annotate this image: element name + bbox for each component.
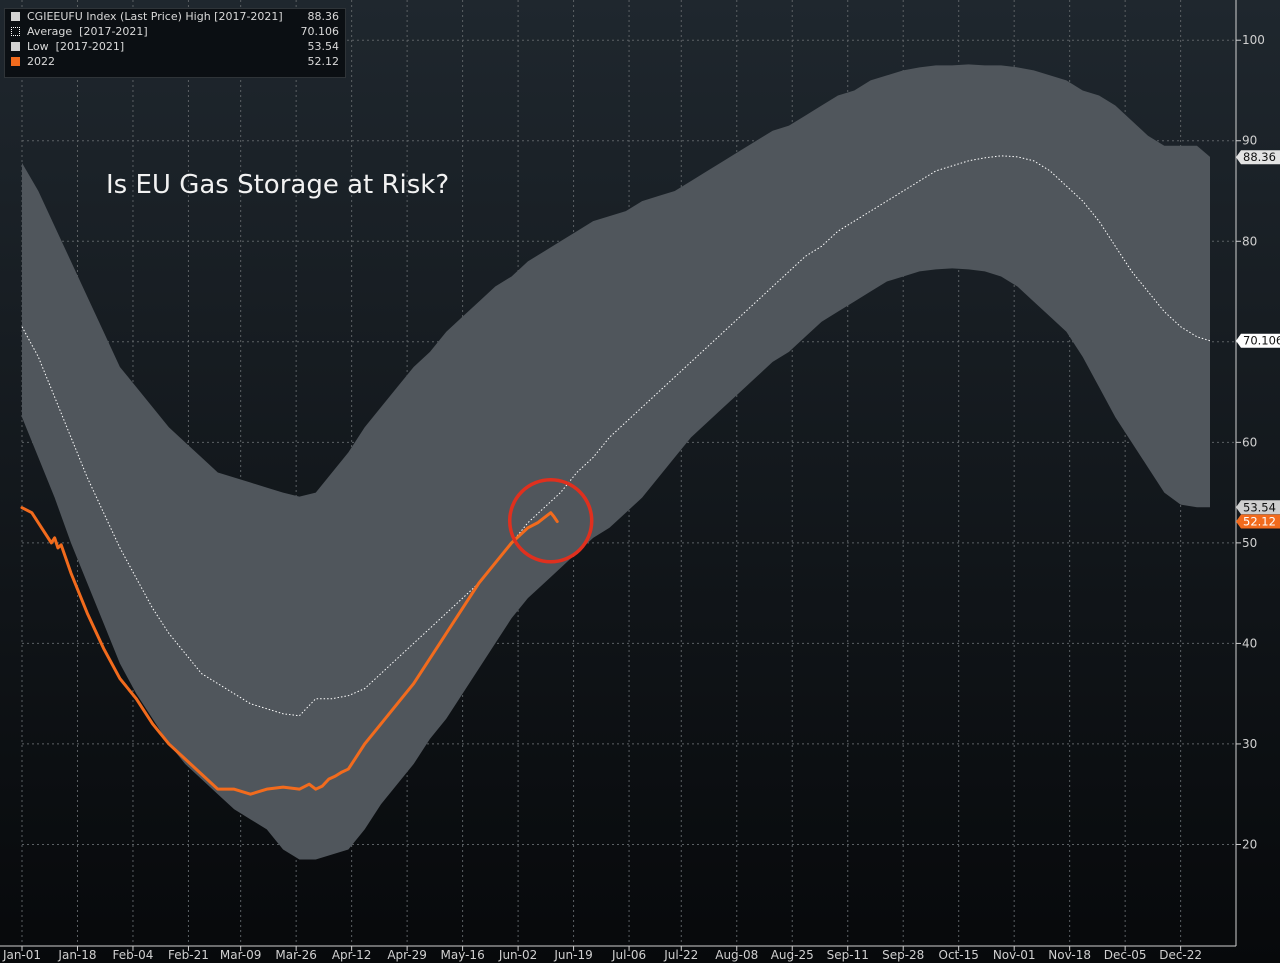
axis-value-badge: 53.54 [1236, 500, 1280, 515]
x-tick-label: Oct-15 [939, 948, 979, 962]
x-tick-label: Feb-04 [113, 948, 154, 962]
axis-badge-shape [1236, 333, 1280, 348]
x-tick-label: Aug-25 [771, 948, 814, 962]
x-tick-label: Apr-12 [332, 948, 372, 962]
legend-label-average: Average [2017-2021] [27, 25, 148, 38]
x-tick-label: Mar-09 [220, 948, 261, 962]
x-tick-label: Feb-21 [168, 948, 209, 962]
axis-value-badge: 52.12 [1236, 514, 1280, 529]
legend-value-low: 53.54 [307, 40, 340, 53]
legend-value-high: 88.36 [307, 10, 340, 23]
x-tick-label: Dec-22 [1159, 948, 1202, 962]
legend-item-low: Low [2017-2021] 53.54 [5, 39, 345, 54]
x-tick-label: Jan-18 [57, 948, 96, 962]
range-band-high-low [22, 64, 1210, 860]
axis-badge-shape [1236, 514, 1280, 529]
series-line-2022 [20, 506, 559, 796]
y-tick-label: 100 [1242, 33, 1265, 47]
x-tick-label: Jan-01 [2, 948, 41, 962]
x-tick-label: Mar-26 [275, 948, 316, 962]
y-tick-label: 40 [1242, 636, 1257, 650]
legend-swatch-low [11, 42, 20, 51]
axis-badge-label: 52.12 [1243, 515, 1276, 529]
legend-value-2022: 52.12 [307, 55, 340, 68]
x-tick-label: Aug-08 [715, 948, 758, 962]
x-tick-label: Dec-05 [1104, 948, 1147, 962]
y-tick-label: 30 [1242, 737, 1257, 751]
chart-legend: CGIEEUFU Index (Last Price) High [2017-2… [4, 8, 346, 78]
x-tick-label: Jun-02 [498, 948, 537, 962]
legend-item-high: CGIEEUFU Index (Last Price) High [2017-2… [5, 9, 345, 24]
legend-label-high: CGIEEUFU Index (Last Price) High [2017-2… [27, 10, 283, 23]
axis-badge-label: 70.106 [1243, 334, 1280, 348]
legend-swatch-high [11, 12, 20, 21]
y-tick-label: 80 [1242, 234, 1257, 248]
legend-item-2022: 2022 52.12 [5, 54, 345, 69]
x-tick-label: Apr-29 [387, 948, 427, 962]
x-tick-label: Sep-11 [827, 948, 869, 962]
axis-value-badge: 88.36 [1236, 150, 1280, 165]
x-tick-label: Jun-19 [553, 948, 592, 962]
axis-value-badge: 70.106 [1236, 333, 1280, 348]
x-tick-label: Nov-01 [993, 948, 1036, 962]
legend-label-low: Low [2017-2021] [27, 40, 125, 53]
legend-item-average: Average [2017-2021] 70.106 [5, 24, 345, 39]
x-tick-label: Sep-28 [882, 948, 924, 962]
axis-badge-shape [1236, 500, 1280, 515]
legend-label-2022: 2022 [27, 55, 55, 68]
y-tick-label: 20 [1242, 837, 1257, 851]
x-tick-label: May-16 [441, 948, 485, 962]
annotation-circle [507, 478, 594, 564]
y-tick-label: 90 [1242, 134, 1257, 148]
chart-title: Is EU Gas Storage at Risk? [106, 170, 450, 200]
legend-value-average: 70.106 [300, 25, 340, 38]
axis-badge-shape [1236, 150, 1280, 165]
y-tick-label: 60 [1242, 435, 1257, 449]
x-tick-label: Nov-18 [1048, 948, 1091, 962]
axis-badge-label: 53.54 [1243, 500, 1276, 514]
x-tick-label: Jul-06 [611, 948, 646, 962]
legend-swatch-average [11, 27, 20, 36]
legend-swatch-2022 [11, 57, 20, 66]
axis-badge-label: 88.36 [1243, 150, 1276, 164]
x-tick-label: Jul-22 [663, 948, 698, 962]
y-tick-label: 50 [1242, 536, 1257, 550]
